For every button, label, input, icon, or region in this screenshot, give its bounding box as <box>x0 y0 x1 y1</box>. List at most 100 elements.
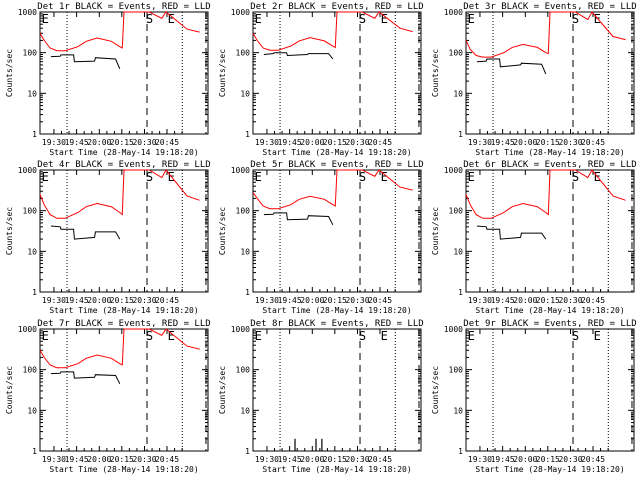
plot-panel-3: Det 3r BLACK = Events, RED = LLD 1 10 100 10… <box>431 2 637 157</box>
x-tick-label: 20:15 <box>110 455 134 464</box>
y-tick-label: 1 <box>245 130 250 139</box>
y-tick-label: 1000 <box>231 325 250 334</box>
y-axis-label: Counts/sec <box>5 49 14 97</box>
event-marker-e: E <box>168 329 175 343</box>
x-axis-label: Start Time (28-May-14 19:18:20) <box>49 306 198 315</box>
y-tick-label: 10 <box>27 247 37 256</box>
event-marker-e: E <box>168 12 175 26</box>
plot-title: Det 6r BLACK = Events, RED = LLD <box>463 160 636 170</box>
x-tick-label: 19:45 <box>278 455 302 464</box>
y-tick-label: 10 <box>27 89 37 98</box>
event-marker-s: S <box>146 12 153 26</box>
y-tick-label: 100 <box>449 49 464 58</box>
event-marker-s: S <box>572 329 579 343</box>
x-tick-label: 19:30 <box>468 455 492 464</box>
x-tick-label: 20:30 <box>558 455 582 464</box>
y-tick-label: 100 <box>236 207 251 216</box>
x-tick-label: 19:45 <box>491 455 515 464</box>
y-tick-label: 100 <box>449 207 464 216</box>
event-marker-e: E <box>468 12 475 26</box>
event-marker-s: S <box>572 12 579 26</box>
event-marker-e: E <box>381 12 388 26</box>
y-axis-label: Counts/sec <box>5 366 14 414</box>
x-tick-label: 19:45 <box>278 138 302 147</box>
events-series-line <box>476 225 547 240</box>
x-tick-label: 20:45 <box>581 296 605 305</box>
x-tick-label: 19:30 <box>468 138 492 147</box>
event-marker-e: E <box>255 329 262 343</box>
y-tick-label: 100 <box>23 207 38 216</box>
plot-title: Det 8r BLACK = Events, RED = LLD <box>250 319 423 329</box>
plot-frame <box>465 328 635 452</box>
y-tick-label: 100 <box>236 49 251 58</box>
x-tick-label: 20:15 <box>323 455 347 464</box>
x-tick-label: 20:30 <box>345 138 369 147</box>
x-tick-label: 20:30 <box>345 296 369 305</box>
plot-frame <box>465 169 635 293</box>
y-tick-label: 1000 <box>444 8 463 17</box>
x-tick-label: 20:45 <box>368 296 392 305</box>
y-tick-label: 1000 <box>444 325 463 334</box>
y-tick-label: 100 <box>449 366 464 375</box>
plot-frame <box>252 328 422 452</box>
plot-title: Det 4r BLACK = Events, RED = LLD <box>37 160 210 170</box>
x-tick-label: 20:15 <box>323 296 347 305</box>
x-tick-label: 20:15 <box>536 138 560 147</box>
x-tick-label: 20:00 <box>300 138 324 147</box>
x-tick-label: 20:15 <box>536 296 560 305</box>
x-tick-label: 20:00 <box>513 138 537 147</box>
event-marker-e: E <box>594 329 601 343</box>
x-tick-label: 19:30 <box>255 455 279 464</box>
y-tick-label: 10 <box>240 247 250 256</box>
events-series-line <box>50 371 121 385</box>
lld-series-line <box>252 169 413 210</box>
events-series-line <box>263 212 334 226</box>
lld-series-line <box>39 11 200 52</box>
x-axis-label: Start Time (28-May-14 19:18:20) <box>475 148 624 157</box>
event-marker-s: S <box>359 329 366 343</box>
plot-panel-4: Det 4r BLACK = Events, RED = LLD 1 10 100 10… <box>5 160 211 315</box>
y-axis-label: Counts/sec <box>218 49 227 97</box>
x-tick-label: 20:00 <box>300 296 324 305</box>
plot-title: Det 3r BLACK = Events, RED = LLD <box>463 2 636 12</box>
plot-frame <box>252 11 422 135</box>
y-tick-label: 1000 <box>231 166 250 175</box>
events-series-line <box>476 58 547 75</box>
x-tick-label: 19:30 <box>42 296 66 305</box>
y-tick-label: 1000 <box>231 8 250 17</box>
x-tick-label: 19:30 <box>255 138 279 147</box>
y-tick-label: 100 <box>236 366 251 375</box>
x-tick-label: 20:00 <box>87 296 111 305</box>
event-marker-s: S <box>146 170 153 184</box>
y-tick-label: 10 <box>453 247 463 256</box>
plot-title: Det 1r BLACK = Events, RED = LLD <box>37 2 210 12</box>
y-axis-label: Counts/sec <box>218 366 227 414</box>
plot-title: Det 2r BLACK = Events, RED = LLD <box>250 2 423 12</box>
y-axis-label: Counts/sec <box>431 366 440 414</box>
event-marker-e: E <box>255 170 262 184</box>
event-marker-e: E <box>381 329 388 343</box>
plot-panel-9: Det 9r BLACK = Events, RED = LLD 1 10 100 10… <box>431 319 637 474</box>
event-marker-e: E <box>594 12 601 26</box>
x-tick-label: 20:00 <box>87 455 111 464</box>
x-tick-label: 19:30 <box>42 455 66 464</box>
y-tick-label: 10 <box>240 406 250 415</box>
y-tick-label: 1000 <box>18 8 37 17</box>
x-tick-label: 19:45 <box>278 296 302 305</box>
y-tick-label: 10 <box>240 89 250 98</box>
plot-panel-6: Det 6r BLACK = Events, RED = LLD 1 10 100 10… <box>431 160 637 315</box>
y-tick-label: 1 <box>458 130 463 139</box>
x-tick-label: 19:45 <box>65 296 89 305</box>
plot-frame <box>252 169 422 293</box>
x-tick-label: 20:15 <box>536 455 560 464</box>
y-tick-label: 1 <box>458 447 463 456</box>
x-tick-label: 19:30 <box>468 296 492 305</box>
x-axis-label: Start Time (28-May-14 19:18:20) <box>49 465 198 474</box>
plot-panel-2: Det 2r BLACK = Events, RED = LLD 1 10 100 10… <box>218 2 424 157</box>
x-tick-label: 19:45 <box>491 138 515 147</box>
y-axis-label: Counts/sec <box>218 207 227 255</box>
events-series-line <box>50 54 121 69</box>
plot-title: Det 5r BLACK = Events, RED = LLD <box>250 160 423 170</box>
plot-panel-1: Det 1r BLACK = Events, RED = LLD 1 10 100 10… <box>5 2 211 157</box>
x-tick-label: 20:45 <box>155 138 179 147</box>
